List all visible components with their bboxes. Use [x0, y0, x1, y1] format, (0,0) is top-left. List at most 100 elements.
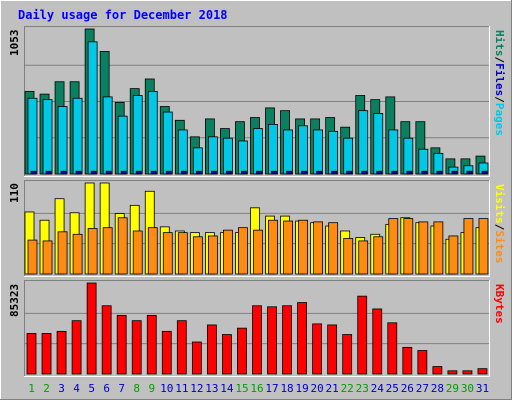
- bar-pages-day-23: [361, 170, 368, 175]
- label-hits: Hits: [493, 30, 506, 57]
- bar-sites-day-26: [403, 218, 414, 275]
- bar-files-day-9: [147, 90, 158, 175]
- bar-kbytes-day-26: [402, 346, 413, 375]
- bar-kbytes-day-28: [432, 366, 443, 375]
- bar-pages-day-13: [210, 170, 217, 175]
- bar-files-day-25: [388, 129, 399, 175]
- bar-kbytes-day-21: [327, 324, 338, 375]
- bar-sites-day-19: [298, 219, 308, 275]
- x-tick-label-day-23: 23: [356, 382, 369, 395]
- bar-sites-day-2: [42, 240, 53, 275]
- bar-pages-day-27: [421, 170, 428, 175]
- bar-files-day-24: [373, 113, 384, 175]
- bar-pages-day-7: [120, 170, 127, 175]
- bar-kbytes-day-25: [387, 322, 398, 375]
- x-tick-label-day-30: 30: [461, 382, 474, 395]
- bar-files-day-3: [57, 106, 68, 175]
- bar-kbytes-day-16: [252, 305, 262, 375]
- y-max-label: 110: [8, 183, 21, 203]
- bar-kbytes-day-5: [86, 282, 97, 375]
- bar-files-day-26: [403, 137, 414, 175]
- x-tick-label-day-18: 18: [280, 382, 293, 395]
- bar-sites-day-9: [147, 227, 158, 275]
- x-tick-label-day-7: 7: [118, 382, 125, 395]
- x-tick-label-day-22: 22: [341, 382, 354, 395]
- x-tick-label-day-19: 19: [295, 382, 308, 395]
- bar-files-day-1: [27, 97, 38, 175]
- bar-kbytes-day-12: [191, 341, 202, 375]
- x-tick-label-day-17: 17: [265, 382, 278, 395]
- bar-pages-day-22: [346, 170, 353, 175]
- bar-sites-day-16: [253, 229, 263, 275]
- x-tick-label-day-14: 14: [220, 382, 234, 395]
- bar-pages-day-29: [451, 170, 458, 175]
- bar-files-day-23: [358, 110, 369, 175]
- bar-sites-day-25: [388, 218, 399, 275]
- bar-sites-day-27: [418, 221, 429, 275]
- bar-kbytes-day-31: [477, 368, 488, 375]
- x-tick-label-day-13: 13: [205, 382, 218, 395]
- bar-kbytes-day-13: [206, 324, 217, 375]
- bar-kbytes-day-27: [417, 350, 428, 375]
- label-pages: Pages: [493, 103, 506, 136]
- bar-files-day-4: [72, 97, 83, 175]
- label-kbytes: KBytes: [493, 284, 506, 324]
- bar-kbytes-day-10: [161, 330, 172, 375]
- bar-kbytes-day-30: [462, 370, 473, 375]
- chart-title: Daily usage for December 2018: [18, 8, 228, 22]
- label-separator: /: [493, 224, 506, 231]
- x-tick-label-day-9: 9: [148, 382, 155, 395]
- bar-sites-day-15: [238, 227, 248, 275]
- bar-pages-day-14: [226, 170, 232, 175]
- bar-kbytes-day-4: [71, 320, 82, 375]
- bar-pages-day-18: [286, 170, 292, 175]
- bar-files-day-11: [177, 129, 188, 175]
- bar-pages-day-11: [180, 170, 187, 175]
- bar-pages-day-16: [256, 170, 262, 175]
- bar-kbytes-day-7: [116, 314, 127, 375]
- bar-pages-day-21: [331, 170, 338, 175]
- bar-pages-day-8: [135, 170, 142, 175]
- bar-kbytes-day-22: [342, 334, 353, 375]
- bar-files-day-5: [87, 41, 98, 175]
- bar-pages-day-26: [406, 170, 413, 175]
- bar-kbytes-day-14: [222, 334, 232, 375]
- bar-sites-day-28: [433, 221, 444, 275]
- x-tick-label-day-8: 8: [133, 382, 140, 395]
- bar-files-day-2: [42, 99, 53, 175]
- bar-sites-day-29: [448, 235, 459, 275]
- bar-files-day-7: [117, 115, 128, 175]
- bar-sites-day-14: [223, 229, 233, 275]
- bar-pages-day-4: [75, 170, 82, 175]
- bar-pages-day-12: [195, 170, 202, 175]
- bar-pages-day-5: [90, 170, 97, 175]
- bar-sites-day-18: [283, 220, 293, 275]
- bar-pages-day-20: [316, 170, 323, 175]
- panel-1: 1053 Hits/Files/Pages: [8, 26, 506, 177]
- x-tick-label-day-2: 2: [43, 382, 50, 395]
- x-tick-label-day-16: 16: [250, 382, 263, 395]
- series-label: KBytes: [493, 284, 506, 324]
- bar-kbytes-day-9: [146, 314, 157, 375]
- bar-kbytes-day-1: [26, 333, 37, 375]
- bar-sites-day-30: [463, 218, 474, 275]
- bar-pages-day-6: [105, 170, 112, 175]
- x-axis-labels: 1 2 3 4 5 6 7 8 9 10 11 12 13 14 15 16 17 18 19 20 21 22 23 24 2…: [28, 382, 489, 395]
- bar-sites-day-1: [27, 239, 38, 275]
- x-tick-label-day-11: 11: [175, 382, 188, 395]
- bar-sites-day-12: [192, 236, 203, 275]
- bar-sites-day-6: [102, 227, 113, 275]
- bar-pages-day-31: [481, 170, 488, 175]
- bar-kbytes-day-17: [267, 306, 277, 375]
- bar-sites-day-8: [132, 230, 143, 275]
- label-separator: /: [493, 57, 506, 64]
- bar-pages-day-30: [466, 170, 473, 175]
- label-visits: Visits: [493, 184, 506, 224]
- x-tick-label-day-3: 3: [58, 382, 65, 395]
- label-separator: /: [493, 96, 506, 103]
- panel-3: 85323 KBytes: [8, 280, 506, 377]
- bar-files-day-14: [223, 137, 233, 175]
- bar-kbytes-day-19: [297, 302, 307, 375]
- series-label: Hits/Files/Pages: [493, 30, 506, 136]
